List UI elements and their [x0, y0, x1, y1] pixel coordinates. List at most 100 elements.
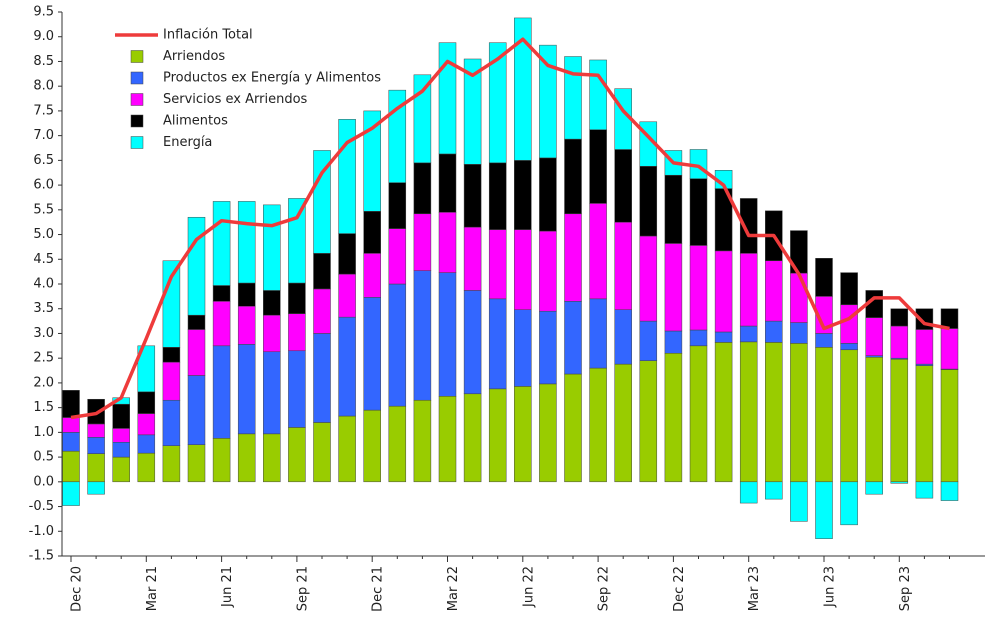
bar-segment	[364, 111, 381, 211]
y-tick-label: 5.5	[33, 202, 54, 217]
bar-segment	[565, 214, 582, 302]
bar-segment	[740, 482, 757, 503]
bar-segment	[765, 261, 782, 321]
bar-segment	[916, 329, 933, 364]
bar-segment	[790, 482, 807, 522]
y-tick-label: 8.0	[33, 79, 54, 94]
x-tick-label: Mar 21	[145, 566, 160, 611]
bar-segment	[539, 384, 556, 482]
y-tick-label: 6.0	[33, 178, 54, 193]
y-tick-label: 3.5	[33, 301, 54, 316]
bar-segment	[565, 139, 582, 214]
bar-segment	[740, 342, 757, 482]
bar-segment	[439, 43, 456, 154]
y-tick-label: 2.0	[33, 375, 54, 390]
bar-segment	[339, 317, 356, 416]
bar-segment	[690, 346, 707, 482]
y-tick-label: 6.5	[33, 153, 54, 168]
bar-segment	[690, 179, 707, 246]
bar-segment	[841, 273, 858, 305]
bar-segment	[640, 321, 657, 361]
y-tick-label: 0.5	[33, 450, 54, 465]
y-tick-label: 1.5	[33, 400, 54, 415]
bar-segment	[138, 435, 155, 453]
bar-segment	[439, 273, 456, 397]
bar-segment	[163, 446, 180, 482]
y-tick-label: 1.0	[33, 425, 54, 440]
x-tick-label: Sep 23	[898, 566, 913, 611]
bar-segment	[514, 310, 531, 387]
bar-segment	[590, 299, 607, 368]
bar-segment	[941, 309, 958, 329]
bar-segment	[464, 394, 481, 482]
bar-segment	[414, 271, 431, 401]
bar-segment	[690, 330, 707, 346]
y-tick-label: 8.5	[33, 54, 54, 69]
x-tick-label: Dec 21	[371, 566, 386, 612]
bar-segment	[615, 364, 632, 482]
bar-segment	[514, 386, 531, 481]
bar-segment	[539, 158, 556, 231]
y-tick-label: 2.5	[33, 351, 54, 366]
bar-segment	[263, 315, 280, 352]
y-tick-label: -1.0	[29, 524, 54, 539]
bar-segment	[565, 57, 582, 140]
legend-swatch	[131, 94, 143, 106]
bar-segment	[113, 457, 130, 482]
y-tick-label: -1.5	[29, 549, 54, 564]
bar-segment	[665, 331, 682, 353]
bar-segment	[790, 273, 807, 322]
bar-segment	[414, 214, 431, 271]
bar-segment	[113, 442, 130, 457]
y-tick-label: 4.0	[33, 277, 54, 292]
y-tick-label: -0.5	[29, 499, 54, 514]
bar-segment	[339, 119, 356, 233]
bar-segment	[765, 321, 782, 342]
bar-segment	[539, 311, 556, 384]
y-tick-label: 4.5	[33, 252, 54, 267]
bar-segment	[941, 482, 958, 501]
bar-segment	[238, 306, 255, 344]
bar-segment	[640, 361, 657, 482]
bar-segment	[288, 198, 305, 283]
x-tick-label: Dec 22	[672, 566, 687, 612]
bar-segment	[263, 205, 280, 291]
bar-segment	[816, 482, 833, 539]
bar-segment	[740, 326, 757, 342]
y-tick-label: 3.0	[33, 326, 54, 341]
bar-segment	[489, 299, 506, 389]
x-tick-label: Dec 20	[70, 566, 85, 612]
bar-segment	[765, 482, 782, 499]
y-tick-label: 7.0	[33, 128, 54, 143]
bar-segment	[439, 212, 456, 272]
bar-segment	[288, 314, 305, 351]
bar-segment	[841, 305, 858, 344]
bar-segment	[288, 283, 305, 314]
bar-segment	[841, 343, 858, 349]
bar-segment	[539, 231, 556, 311]
bar-segment	[364, 410, 381, 482]
bar-segment	[88, 454, 105, 482]
bar-segment	[63, 482, 80, 506]
bar-segment	[464, 164, 481, 227]
bar-segment	[916, 482, 933, 498]
bar-segment	[113, 404, 130, 428]
bar-segment	[414, 163, 431, 214]
bar-segment	[238, 434, 255, 482]
bar-segment	[816, 347, 833, 482]
bar-segment	[138, 414, 155, 435]
bar-segment	[364, 297, 381, 410]
legend-swatch	[131, 51, 143, 63]
bar-segment	[539, 45, 556, 158]
legend-swatch	[131, 72, 143, 84]
bar-segment	[389, 406, 406, 482]
x-tick-label: Mar 22	[446, 566, 461, 611]
bar-segment	[941, 370, 958, 482]
bar-segment	[63, 390, 80, 417]
bar-segment	[339, 416, 356, 482]
bar-segment	[163, 362, 180, 400]
bar-segment	[213, 285, 230, 301]
bar-segment	[615, 222, 632, 310]
bar-segment	[891, 359, 908, 482]
x-tick-label: Mar 23	[747, 566, 762, 611]
